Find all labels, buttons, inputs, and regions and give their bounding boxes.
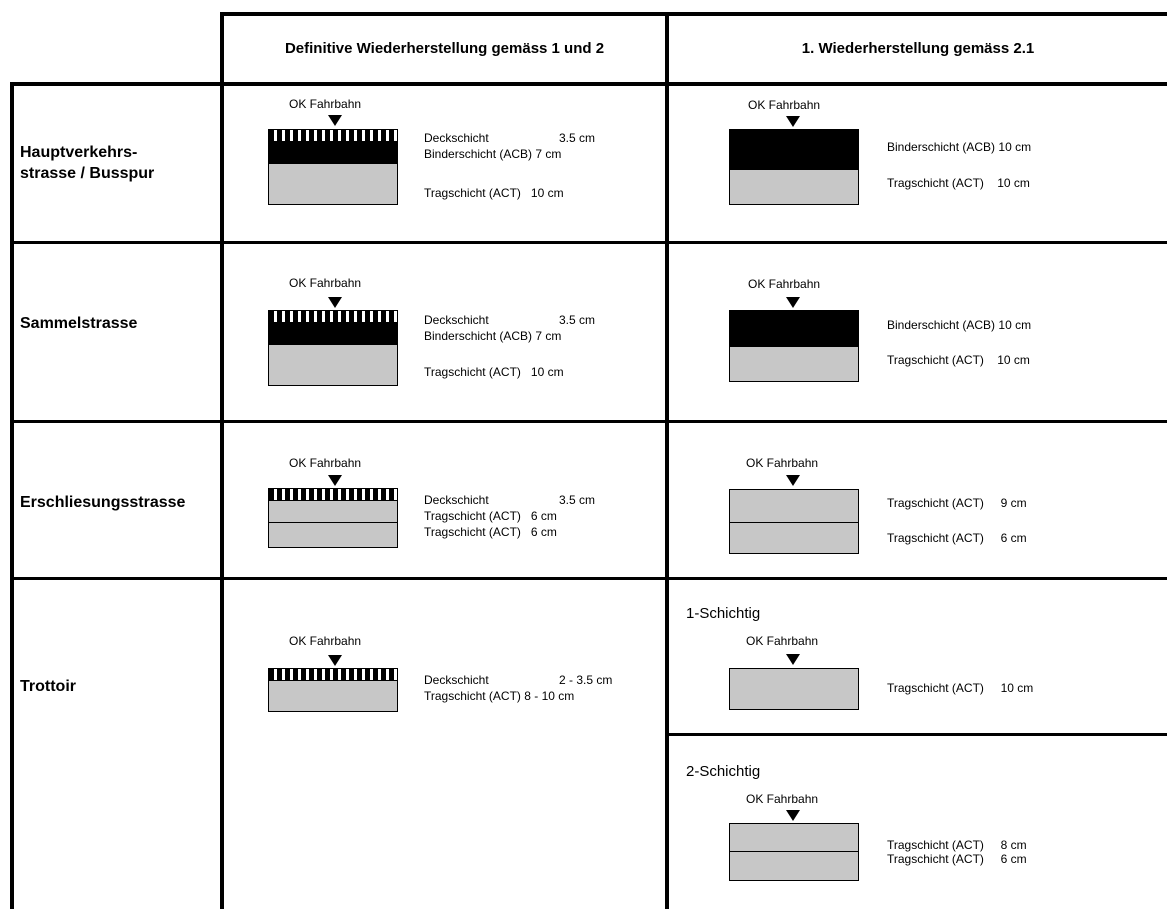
grid-trottoir-split-line <box>668 733 1167 736</box>
grid-col2-line <box>665 12 669 909</box>
grid-top-line <box>220 12 1167 16</box>
layer-label: Tragschicht (ACT) 6 cm <box>887 531 1027 545</box>
layer-label: Tragschicht (ACT) 6 cm <box>424 509 557 523</box>
ok-fahrbahn-label: OK Fahrbahn <box>746 634 819 648</box>
layer-label: Binderschicht (ACB) 7 cm <box>424 329 562 343</box>
layer-label: Deckschicht 2 - 3.5 cm <box>424 673 613 687</box>
layer-label: Binderschicht (ACB) 10 cm <box>887 140 1032 154</box>
header-first: 1. Wiederherstellung gemäss 2.1 <box>801 39 1035 57</box>
layer-diagram <box>729 489 859 554</box>
arrow-down-icon <box>786 475 800 486</box>
header-definitive: Definitive Wiederherstellung gemäss 1 un… <box>284 39 605 57</box>
layer-label: Binderschicht (ACB) 10 cm <box>887 318 1032 332</box>
layer-diagram <box>729 310 859 382</box>
arrow-down-icon <box>786 810 800 821</box>
grid-row3-bottom-line <box>10 577 1167 580</box>
row-label-hauptverkehrsstrasse: Hauptverkehrs- strasse / Busspur <box>20 144 155 182</box>
arrow-down-icon <box>328 297 342 308</box>
layer-label: Tragschicht (ACT) 9 cm <box>887 496 1027 510</box>
subheading-2-schichtig: 2-Schichtig <box>686 763 761 780</box>
grid-col1-line <box>220 12 224 909</box>
ok-fahrbahn-label: OK Fahrbahn <box>289 97 362 111</box>
layer-label: Tragschicht (ACT) 6 cm <box>887 852 1027 866</box>
row-label-trottoir: Trottoir <box>20 678 76 695</box>
layer-label: Deckschicht 3.5 cm <box>424 313 596 327</box>
layer-label: Tragschicht (ACT) 10 cm <box>887 681 1034 695</box>
ok-fahrbahn-label: OK Fahrbahn <box>748 277 821 291</box>
layer-label: Deckschicht 3.5 cm <box>424 131 596 145</box>
grid-left-line <box>10 82 14 909</box>
grid-row1-bottom-line <box>10 241 1167 244</box>
layer-diagram <box>268 668 398 712</box>
layer-label: Tragschicht (ACT) 8 cm <box>887 838 1027 852</box>
layer-label: Tragschicht (ACT) 10 cm <box>887 176 1030 190</box>
ok-fahrbahn-label: OK Fahrbahn <box>289 276 362 290</box>
ok-fahrbahn-label: OK Fahrbahn <box>746 792 819 806</box>
ok-fahrbahn-label: OK Fahrbahn <box>748 98 821 112</box>
layer-label: Tragschicht (ACT) 8 - 10 cm <box>424 689 575 703</box>
layer-label: Binderschicht (ACB) 7 cm <box>424 147 562 161</box>
row-label-erschliesungsstrasse: Erschliesungsstrasse <box>20 494 186 511</box>
grid-header-bottom-line <box>10 82 1167 86</box>
arrow-down-icon <box>786 116 800 127</box>
arrow-down-icon <box>786 297 800 308</box>
ok-fahrbahn-label: OK Fahrbahn <box>746 456 819 470</box>
layer-label: Tragschicht (ACT) 10 cm <box>887 353 1030 367</box>
layer-label: Tragschicht (ACT) 6 cm <box>424 525 557 539</box>
layer-label: Tragschicht (ACT) 10 cm <box>424 365 564 379</box>
subheading-1-schichtig: 1-Schichtig <box>686 605 761 622</box>
ok-fahrbahn-label: OK Fahrbahn <box>289 634 362 648</box>
arrow-down-icon <box>328 115 342 126</box>
arrow-down-icon <box>786 654 800 665</box>
row-label-sammelstrasse: Sammelstrasse <box>20 315 138 332</box>
layer-diagram <box>729 823 859 881</box>
arrow-down-icon <box>328 655 342 666</box>
arrow-down-icon <box>328 475 342 486</box>
layer-diagram <box>268 488 398 548</box>
grid-row2-bottom-line <box>10 420 1167 423</box>
layer-diagram <box>729 129 859 205</box>
layer-label: Deckschicht 3.5 cm <box>424 493 596 507</box>
layer-diagram <box>729 668 859 710</box>
layer-diagram <box>268 129 398 205</box>
layer-diagram <box>268 310 398 386</box>
layer-label: Tragschicht (ACT) 10 cm <box>424 186 564 200</box>
ok-fahrbahn-label: OK Fahrbahn <box>289 456 362 470</box>
